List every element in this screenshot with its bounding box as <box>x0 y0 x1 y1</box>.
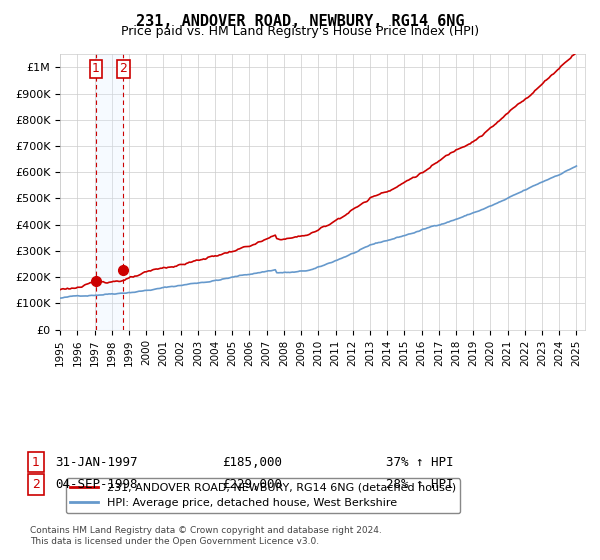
Text: 1: 1 <box>92 63 100 76</box>
Text: 2: 2 <box>119 63 127 76</box>
Text: 231, ANDOVER ROAD, NEWBURY, RG14 6NG: 231, ANDOVER ROAD, NEWBURY, RG14 6NG <box>136 14 464 29</box>
Text: 28% ↑ HPI: 28% ↑ HPI <box>386 478 454 491</box>
Bar <box>96 54 124 330</box>
Text: £185,000: £185,000 <box>222 455 282 469</box>
Text: Contains HM Land Registry data © Crown copyright and database right 2024.
This d: Contains HM Land Registry data © Crown c… <box>30 526 382 546</box>
Text: 1: 1 <box>32 455 40 469</box>
Text: Price paid vs. HM Land Registry's House Price Index (HPI): Price paid vs. HM Land Registry's House … <box>121 25 479 38</box>
Text: 37% ↑ HPI: 37% ↑ HPI <box>386 455 454 469</box>
Text: 2: 2 <box>32 478 40 491</box>
Text: 31-JAN-1997: 31-JAN-1997 <box>55 455 137 469</box>
Text: 04-SEP-1998: 04-SEP-1998 <box>55 478 137 491</box>
Text: £229,000: £229,000 <box>222 478 282 491</box>
Legend: 231, ANDOVER ROAD, NEWBURY, RG14 6NG (detached house), HPI: Average price, detac: 231, ANDOVER ROAD, NEWBURY, RG14 6NG (de… <box>66 478 460 513</box>
